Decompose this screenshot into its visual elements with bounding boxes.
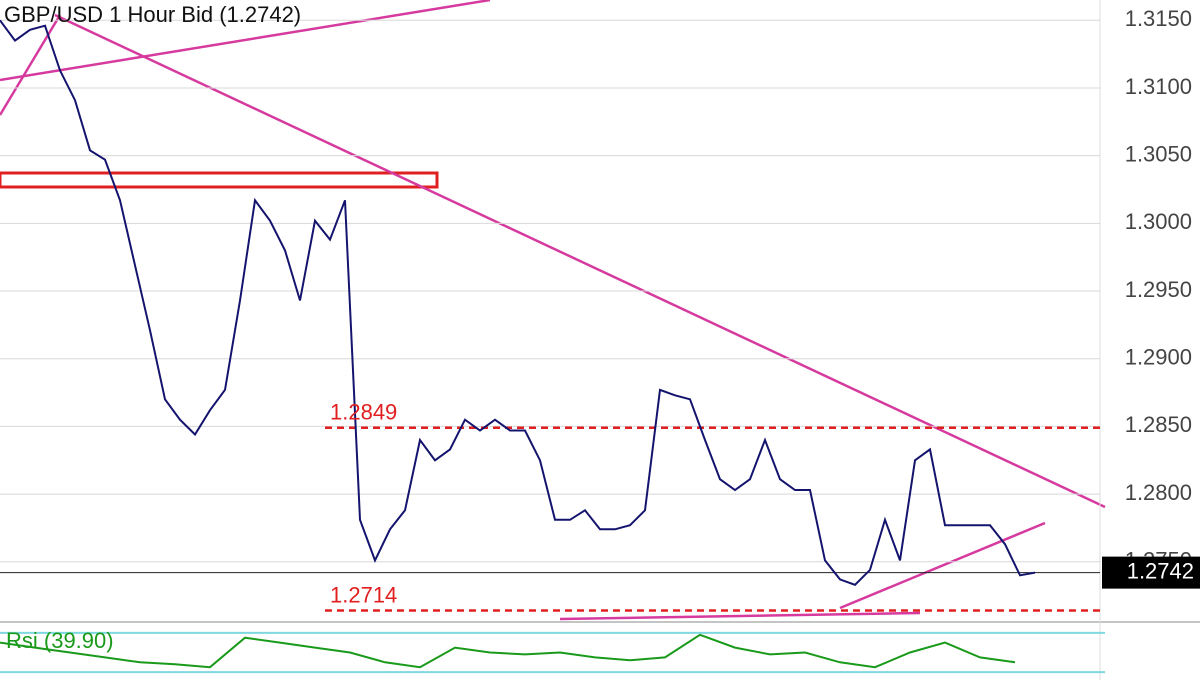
resistance-zone: [0, 171, 439, 189]
y-tick-label: 1.2800: [1125, 480, 1192, 505]
y-tick-label: 1.3050: [1125, 141, 1192, 166]
y-tick-label: 1.3100: [1125, 74, 1192, 99]
y-tick-label: 1.3000: [1125, 209, 1192, 234]
y-tick-label: 1.2900: [1125, 345, 1192, 370]
trendline: [0, 14, 62, 116]
rsi-title: Rsi (39.90): [6, 628, 114, 653]
trendline: [54, 13, 1106, 509]
price-line: [0, 19, 1036, 586]
last-price-box: [1102, 556, 1200, 589]
y-tick-label: 1.3150: [1125, 6, 1192, 31]
last-price-label: 1.2742: [1127, 558, 1194, 583]
price-line: [0, 633, 1016, 669]
trendline: [0, 0, 491, 82]
chart-title: GBP/USD 1 Hour Bid (1.2742): [4, 2, 301, 27]
trendline: [839, 521, 1046, 610]
level-label: 1.2849: [330, 400, 397, 425]
y-tick-label: 1.2950: [1125, 277, 1192, 302]
trendlines: [0, 0, 1106, 621]
level-label: 1.2714: [330, 582, 397, 607]
trendline: [559, 611, 921, 621]
y-tick-label: 1.2850: [1125, 412, 1192, 437]
